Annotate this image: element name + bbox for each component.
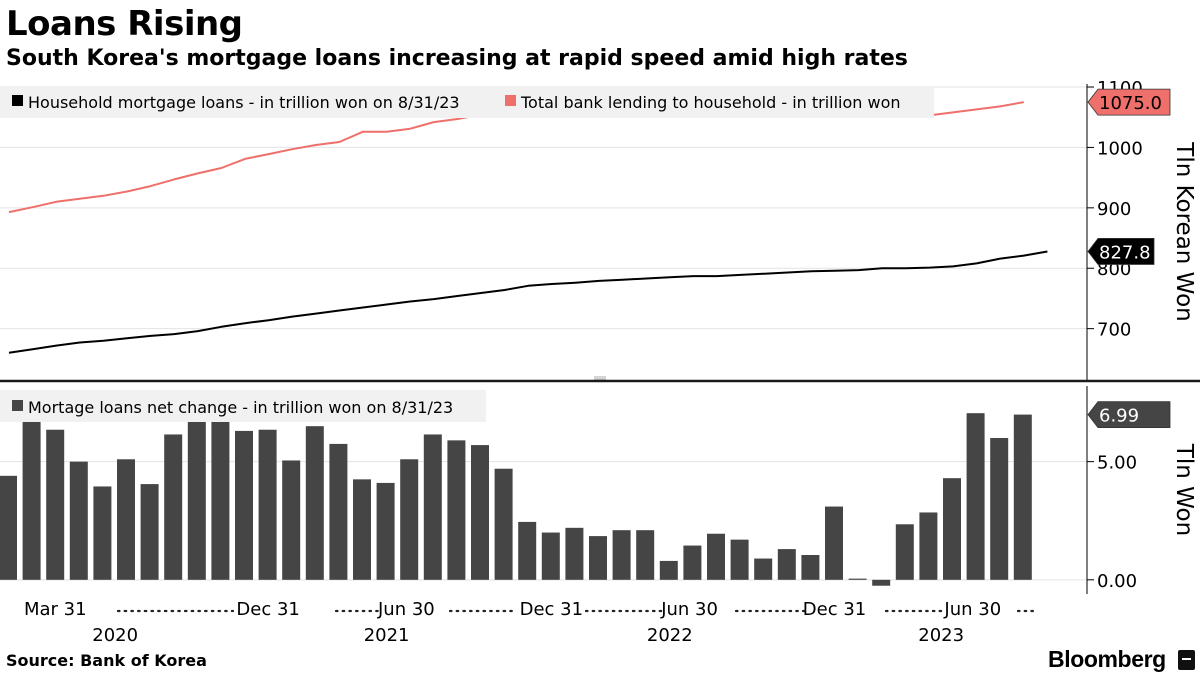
net-change-bar — [966, 413, 985, 580]
net-change-bar — [872, 579, 891, 586]
bloomberg-terminal-icon — [1178, 650, 1195, 670]
x-year-label: 2023 — [918, 625, 964, 646]
net-change-bar — [777, 549, 796, 580]
x-tick-label: Jun 30 — [943, 599, 1001, 620]
x-tick-label: Dec 31 — [236, 599, 299, 620]
net-change-bar — [754, 558, 773, 580]
x-tick-label: Jun 30 — [660, 599, 718, 620]
net-change-bar — [990, 438, 1009, 580]
bloomberg-logo: Bloomberg — [1048, 646, 1166, 672]
net-change-bar — [423, 434, 442, 580]
net-change-bar — [187, 420, 206, 580]
net-change-bar — [329, 443, 348, 580]
bottom-y-axis-title: Tln Won — [1171, 443, 1197, 536]
net-change-bar — [707, 533, 725, 580]
net-change-bar — [140, 484, 159, 580]
net-change-bar — [164, 434, 183, 580]
x-year-label: 2021 — [364, 625, 410, 646]
net-change-bar — [518, 521, 537, 580]
net-change-bar — [541, 532, 560, 580]
net-change-value-tag-text: 6.99 — [1099, 406, 1139, 427]
top-legend-background — [0, 86, 934, 118]
legend-label-net-change: Mortage loans net change - in trillion w… — [28, 398, 453, 417]
net-change-bar — [353, 479, 371, 580]
bottom-ytick-label: 0.00 — [1097, 571, 1137, 592]
source-note: Source: Bank of Korea — [6, 651, 207, 670]
bank-lending-line — [8, 101, 1024, 214]
top-ytick-label: 700 — [1097, 320, 1131, 341]
net-change-bar — [565, 527, 584, 580]
mortgage-value-tag-shape — [1087, 238, 1155, 265]
top-ytick-label: 900 — [1097, 199, 1131, 220]
net-change-bar — [919, 512, 938, 580]
bank-lending-value-tag-shape — [1087, 88, 1171, 116]
net-change-bar — [589, 536, 607, 580]
net-change-bar — [848, 578, 867, 580]
net-change-value-tag: 6.99 — [1087, 401, 1171, 428]
net-change-bar — [22, 393, 41, 580]
net-change-bar — [93, 486, 112, 580]
net-change-bar — [376, 482, 395, 580]
chart-subtitle: South Korea's mortgage loans increasing … — [6, 46, 908, 71]
top-ytick-label: 1000 — [1097, 138, 1143, 159]
x-year-label: 2022 — [647, 625, 693, 646]
net-change-bar — [211, 417, 230, 580]
net-change-bar — [636, 530, 655, 580]
bottom-legend-background — [0, 390, 486, 422]
top-y-axis-title: Tln Korean Won — [1171, 141, 1197, 321]
x-tick-label: Jun 30 — [377, 599, 435, 620]
net-change-bar — [258, 429, 277, 580]
mortgage-value-tag-text: 827.8 — [1099, 242, 1151, 263]
legend-label-bank: Total bank lending to household - in tri… — [520, 93, 901, 112]
net-change-bar — [305, 426, 324, 580]
chart-title: Loans Rising — [6, 4, 243, 44]
x-tick-label: Dec 31 — [803, 599, 866, 620]
mortgage-loans-line — [8, 250, 1048, 354]
net-change-bar — [612, 530, 631, 580]
legend-swatch-mortgage — [12, 95, 23, 106]
net-change-bar — [46, 429, 65, 580]
net-change-bar — [282, 460, 301, 580]
net-change-bar — [471, 445, 489, 580]
net-change-bar — [117, 459, 135, 580]
net-change-bar — [943, 478, 961, 580]
mortgage-value-tag: 827.8 — [1087, 238, 1155, 265]
bank-lending-value-tag: 1075.0 — [1087, 88, 1171, 116]
net-change-bar — [1013, 414, 1032, 580]
net-change-bar — [235, 430, 253, 580]
bottom-ytick-label: 5.00 — [1097, 453, 1137, 474]
bank-lending-value-tag-text: 1075.0 — [1099, 93, 1162, 114]
net-change-bar — [730, 539, 749, 580]
net-change-bar — [659, 560, 678, 580]
net-change-bar — [801, 555, 820, 580]
net-change-bar — [0, 475, 17, 580]
legend-label-mortgage: Household mortgage loans - in trillion w… — [28, 93, 460, 112]
x-tick-label: Mar 31 — [24, 599, 87, 620]
net-change-value-tag-shape — [1087, 401, 1171, 428]
net-change-bar — [895, 524, 914, 580]
net-change-bar — [447, 440, 466, 580]
net-change-bar — [400, 459, 419, 580]
x-year-label: 2020 — [92, 625, 138, 646]
x-tick-label: Dec 31 — [520, 599, 583, 620]
legend-swatch-bank — [505, 95, 516, 106]
net-change-bar — [494, 468, 513, 580]
net-change-bar — [69, 461, 88, 580]
net-change-bar — [825, 506, 843, 580]
net-change-bar — [683, 545, 702, 580]
legend-swatch-net-change — [12, 400, 23, 411]
